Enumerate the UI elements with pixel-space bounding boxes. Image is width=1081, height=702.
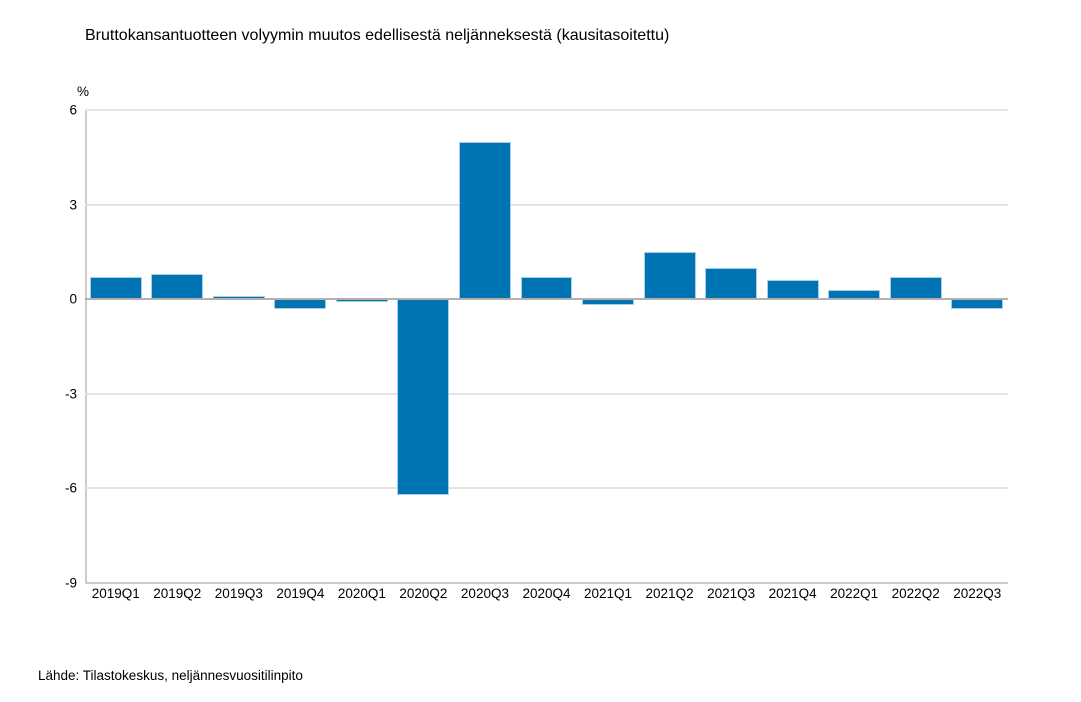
x-tick-label: 2020Q4 (522, 586, 571, 601)
source-note: Lähde: Tilastokeskus, neljännesvuositili… (38, 668, 303, 683)
bar-2020Q4 (520, 277, 573, 300)
x-axis-labels: 2019Q1 2019Q2 2019Q3 2019Q4 2020Q1 2020Q2 2020… (85, 586, 1008, 604)
y-tick-label: -3 (64, 386, 77, 402)
bar-2020Q3 (458, 141, 511, 300)
y-tick-label: 3 (69, 197, 77, 213)
x-tick-label: 2020Q1 (337, 586, 386, 601)
bar-2022Q3 (951, 299, 1004, 309)
x-tick-label: 2021Q2 (645, 586, 694, 601)
zero-line (85, 298, 1008, 301)
bar-2019Q4 (274, 299, 327, 309)
gridline (85, 109, 1008, 111)
chart-title: Bruttokansantuotteen volyymin muutos ede… (85, 27, 670, 44)
y-axis-line (85, 110, 87, 583)
bar-2021Q2 (643, 251, 696, 300)
bar-2021Q4 (766, 280, 819, 300)
gridline (85, 392, 1008, 395)
gridline (85, 203, 1008, 206)
x-tick-label: 2021Q4 (768, 586, 817, 601)
x-tick-label: 2019Q3 (214, 586, 263, 601)
gridline (85, 487, 1008, 490)
x-tick-label: 2021Q3 (707, 586, 756, 601)
y-tick-label: -6 (64, 480, 77, 496)
bar-2019Q1 (89, 277, 142, 300)
x-tick-label: 2019Q2 (153, 586, 202, 601)
y-tick-label: -9 (64, 575, 77, 591)
plot-area (85, 109, 1008, 584)
x-axis-line (85, 582, 1008, 584)
y-tick-label: 0 (69, 291, 77, 307)
y-tick-label: 6 (69, 102, 77, 118)
x-tick-label: 2022Q1 (830, 586, 879, 601)
y-axis-ticks: 6 3 0 -3 -6 -9 (0, 103, 81, 591)
x-tick-label: 2019Q4 (276, 586, 325, 601)
bar-2019Q2 (151, 273, 204, 300)
bar-2022Q2 (889, 277, 942, 300)
x-tick-label: 2020Q3 (460, 586, 509, 601)
bar-2021Q3 (705, 267, 758, 300)
x-tick-label: 2022Q2 (891, 586, 940, 601)
bar-2020Q2 (397, 299, 450, 495)
y-axis-unit-label: % (77, 84, 90, 99)
x-tick-label: 2021Q1 (584, 586, 633, 601)
x-tick-label: 2022Q3 (953, 586, 1002, 601)
x-tick-label: 2020Q2 (399, 586, 448, 601)
x-tick-label: 2019Q1 (91, 586, 140, 601)
